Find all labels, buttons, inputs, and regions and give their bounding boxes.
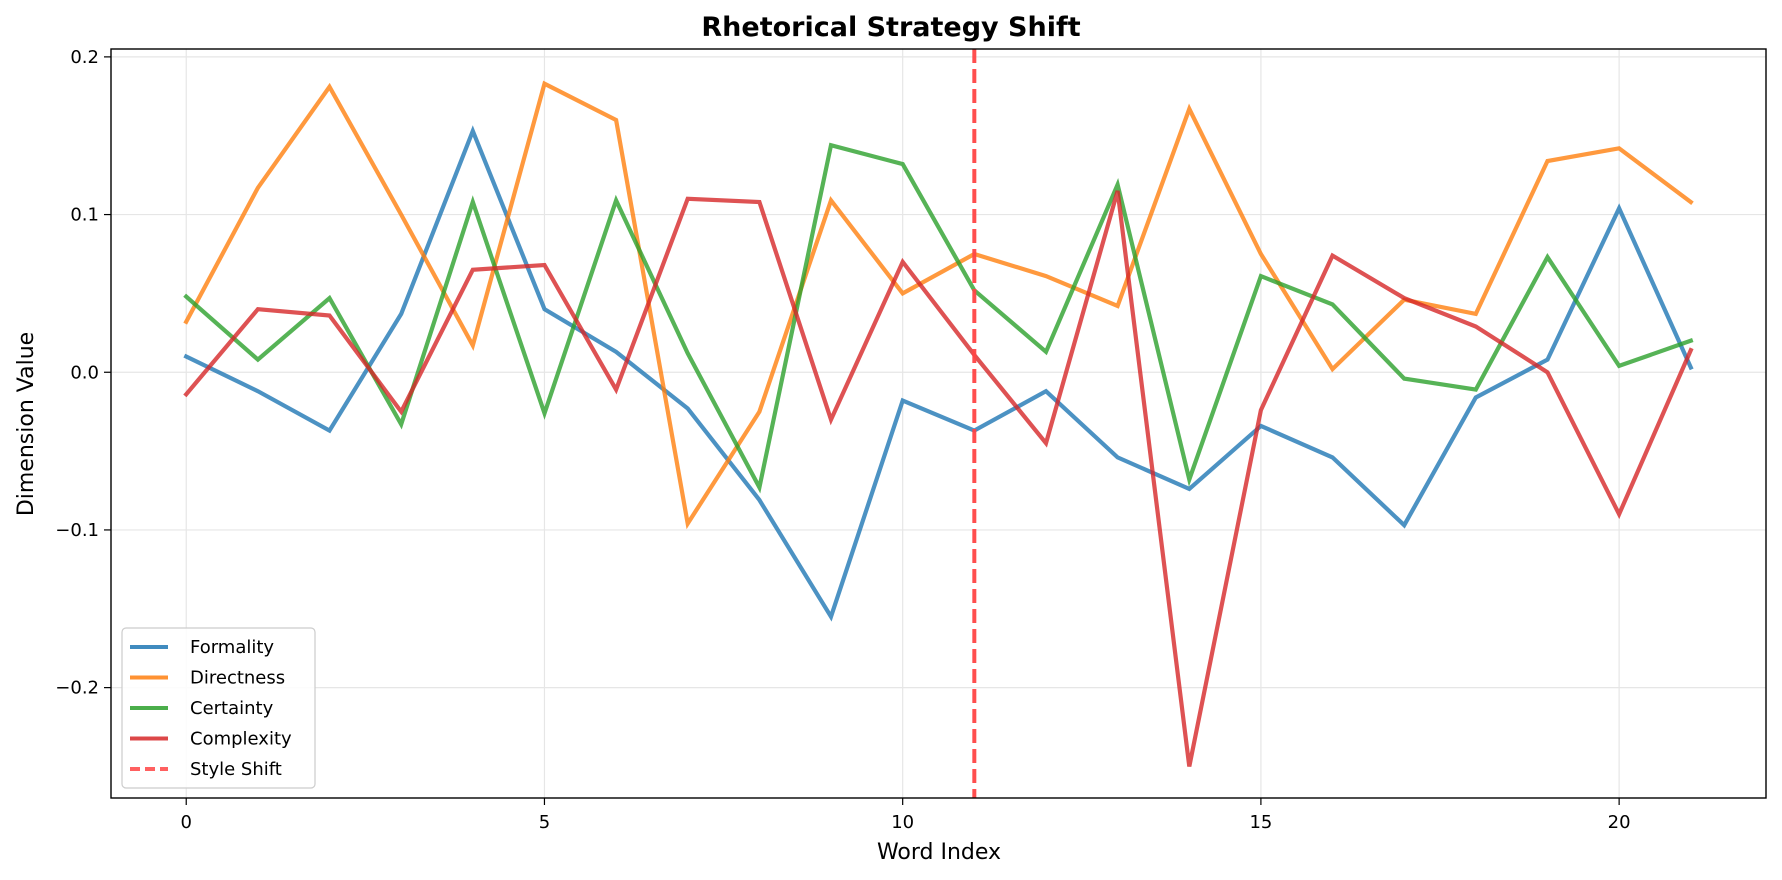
y-axis-label: Dimension Value: [14, 332, 39, 516]
x-tick-label: 15: [1249, 812, 1272, 833]
y-tick-label: 0.1: [70, 205, 99, 226]
x-tick-label: 0: [181, 812, 192, 833]
y-tick-label: −0.1: [55, 520, 99, 541]
grid-lines: [111, 49, 1766, 798]
legend-label: Directness: [190, 668, 285, 689]
y-tick-label: −0.2: [55, 678, 99, 699]
series-line-formality: [183, 125, 1694, 622]
legend-label: Formality: [190, 637, 274, 658]
x-axis-label: Word Index: [877, 840, 1001, 865]
plot-area: [183, 49, 1694, 798]
plot-frame: [110, 48, 1767, 799]
legend-label: Complexity: [190, 729, 292, 750]
x-tick-label: 5: [539, 812, 550, 833]
legend: Formality Directness Certainty Complexity St…: [121, 627, 316, 789]
legend-label: Certainty: [190, 698, 274, 719]
legend-box: [121, 627, 316, 789]
axis-ticks: 0 5 10 15 20 0.2 0.1 0.0 −0.1 −0.2: [55, 47, 1630, 833]
chart-title: Rhetorical Strategy Shift: [701, 12, 1080, 43]
legend-label: Style Shift: [190, 759, 282, 780]
y-tick-label: 0.0: [70, 362, 99, 383]
y-tick-label: 0.2: [70, 47, 99, 68]
x-tick-label: 20: [1608, 812, 1631, 833]
x-tick-label: 10: [891, 812, 914, 833]
series-line-complexity: [183, 190, 1694, 767]
series-line-directness: [183, 80, 1694, 530]
series-line-certainty: [183, 142, 1694, 494]
